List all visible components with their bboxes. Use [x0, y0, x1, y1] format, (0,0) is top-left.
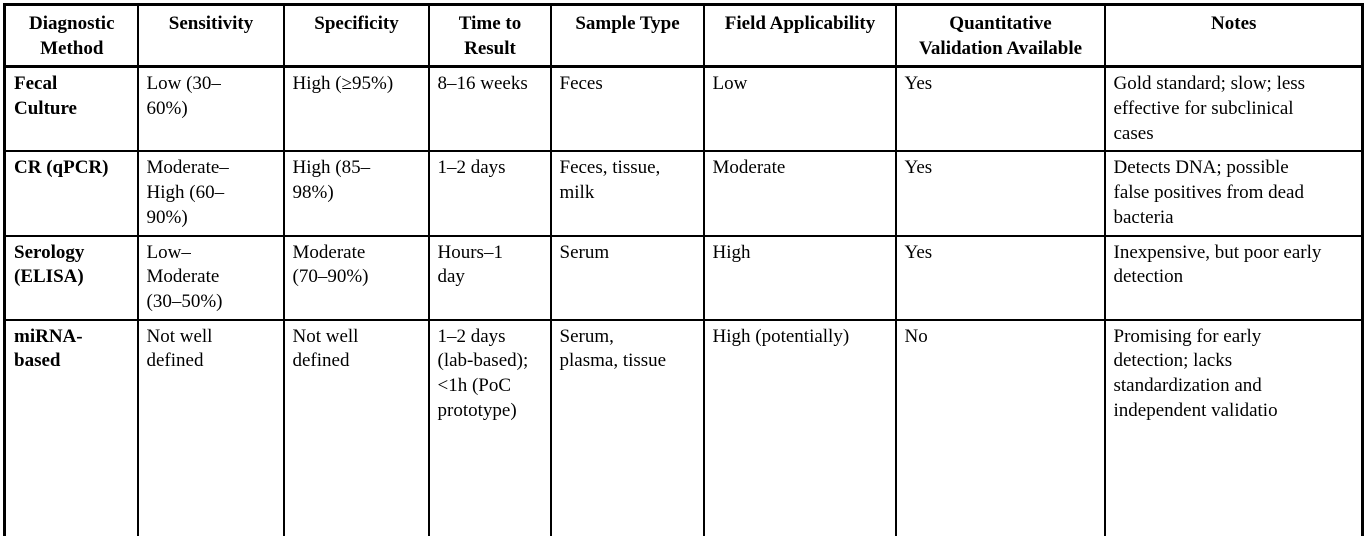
- cell-field-applicability: High: [702, 234, 897, 321]
- column-header-sensitivity: Sensitivity: [136, 3, 285, 69]
- cell-specificity: High (≥95%): [282, 65, 430, 153]
- cell-time-to-result: 1–2 days (lab-based); <1h (PoC prototype…: [427, 318, 552, 536]
- cell-time-to-result: Hours–1 day: [427, 234, 552, 321]
- cell-specificity: High (85– 98%): [282, 150, 430, 237]
- cell-time-to-result: 8–16 weeks: [427, 65, 552, 153]
- diagnostic-methods-table: Diagnostic Method Sensitivity Specificit…: [3, 3, 1364, 536]
- cell-sensitivity: Not well defined: [136, 318, 285, 536]
- cell-sample-type: Feces, tissue, milk: [549, 150, 705, 237]
- column-header-specificity: Specificity: [282, 3, 430, 69]
- cell-notes: Gold standard; slow; less effective for …: [1103, 65, 1364, 153]
- cell-quantitative-validation: No: [894, 318, 1106, 536]
- cell-quantitative-validation: Yes: [894, 65, 1106, 153]
- cell-sensitivity: Moderate– High (60– 90%): [136, 150, 285, 237]
- column-header-sample-type: Sample Type: [549, 3, 705, 69]
- column-header-field-applicability: Field Applicability: [702, 3, 897, 69]
- cell-field-applicability: Low: [702, 65, 897, 153]
- table-row-mirna-based: miRNA- based Not well defined Not well d…: [3, 318, 1364, 536]
- cell-sample-type: Feces: [549, 65, 705, 153]
- cell-field-applicability: Moderate: [702, 150, 897, 237]
- cell-sensitivity: Low (30– 60%): [136, 65, 285, 153]
- cell-sample-type: Serum, plasma, tissue: [549, 318, 705, 536]
- cell-method: Serology (ELISA): [3, 234, 139, 321]
- cell-sensitivity: Low– Moderate (30–50%): [136, 234, 285, 321]
- cell-notes: Inexpensive, but poor early detection: [1103, 234, 1364, 321]
- cell-sample-type: Serum: [549, 234, 705, 321]
- column-header-notes: Notes: [1103, 3, 1364, 69]
- cell-quantitative-validation: Yes: [894, 234, 1106, 321]
- column-header-time-to-result: Time to Result: [427, 3, 552, 69]
- cell-field-applicability: High (potentially): [702, 318, 897, 536]
- cell-method: CR (qPCR): [3, 150, 139, 237]
- cell-method: Fecal Culture: [3, 65, 139, 153]
- cell-notes: Detects DNA; possible false positives fr…: [1103, 150, 1364, 237]
- cell-specificity: Not well defined: [282, 318, 430, 536]
- column-header-quantitative-validation: Quantitative Validation Available: [894, 3, 1106, 69]
- cell-specificity: Moderate (70–90%): [282, 234, 430, 321]
- table-row-qpcr: CR (qPCR) Moderate– High (60– 90%) High …: [3, 150, 1364, 237]
- header-row: Diagnostic Method Sensitivity Specificit…: [3, 3, 1364, 69]
- table-row-serology-elisa: Serology (ELISA) Low– Moderate (30–50%) …: [3, 234, 1364, 321]
- cell-notes: Promising for early detection; lacks sta…: [1103, 318, 1364, 536]
- table-row-fecal-culture: Fecal Culture Low (30– 60%) High (≥95%) …: [3, 65, 1364, 153]
- cell-method: miRNA- based: [3, 318, 139, 536]
- cell-time-to-result: 1–2 days: [427, 150, 552, 237]
- cell-quantitative-validation: Yes: [894, 150, 1106, 237]
- column-header-diagnostic-method: Diagnostic Method: [3, 3, 139, 69]
